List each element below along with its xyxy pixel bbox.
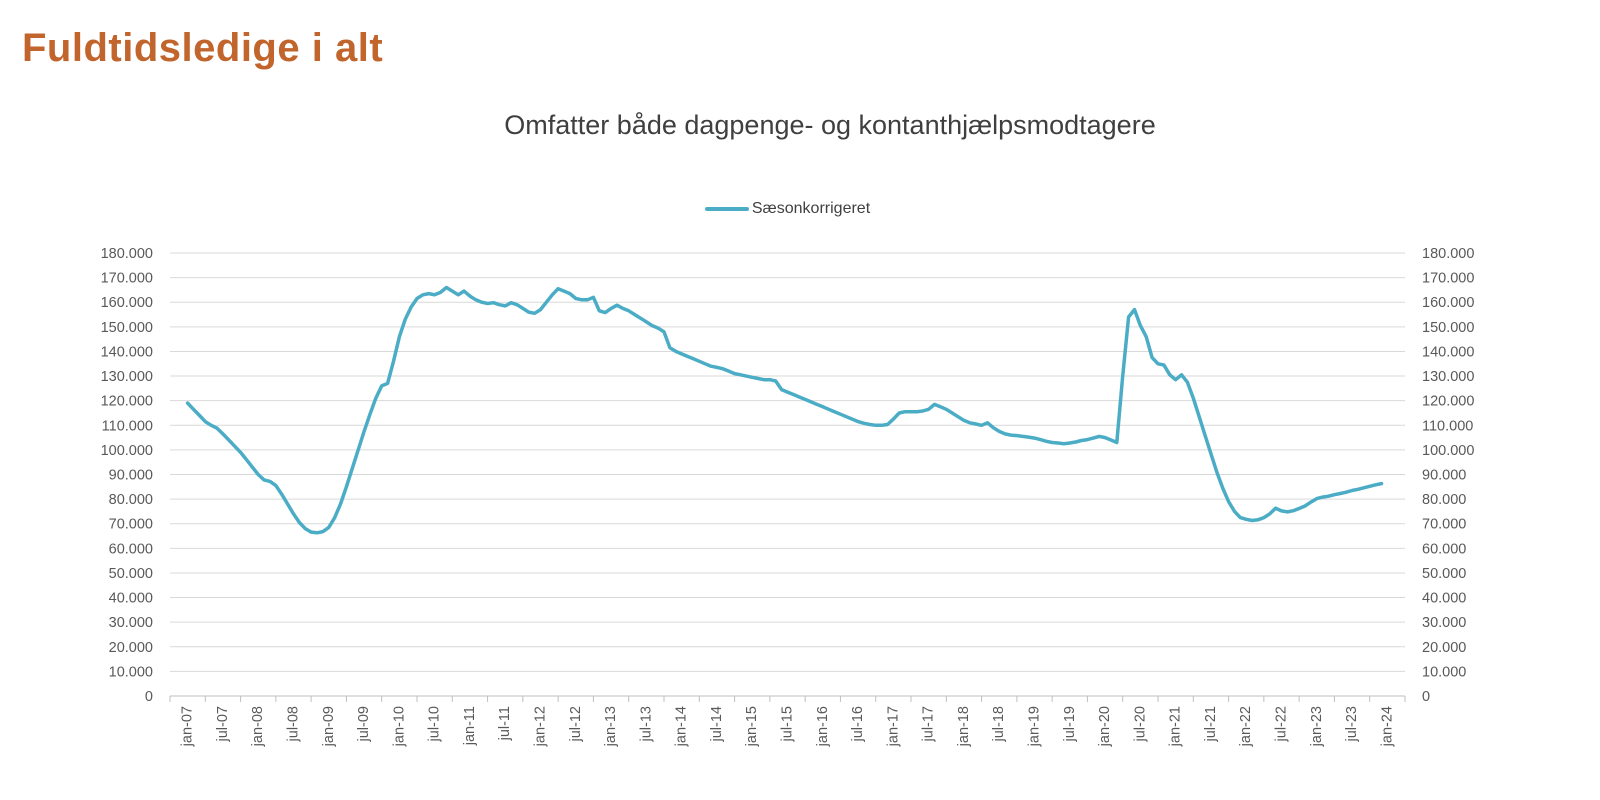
y-axis-label-right: 90.000 [1422, 468, 1466, 484]
y-axis-label-left: 90.000 [109, 468, 153, 484]
x-axis-label: jul-18 [991, 706, 1007, 742]
y-axis-label-left: 20.000 [109, 640, 153, 656]
y-axis-label-left: 140.000 [101, 344, 153, 360]
x-axis-label: jan-11 [462, 706, 478, 746]
x-axis-label: jan-22 [1238, 706, 1254, 747]
series-line-saesonkorrigeret [185, 285, 1384, 535]
x-axis-label: jul-07 [215, 706, 231, 742]
y-axis-label-right: 110.000 [1422, 418, 1473, 434]
legend-line-icon [704, 207, 749, 211]
y-axis-label-right: 70.000 [1422, 517, 1466, 533]
x-axis-label: jul-22 [1274, 706, 1290, 742]
x-axis-label: jan-07 [180, 706, 196, 747]
x-axis-label: jul-14 [709, 706, 725, 742]
x-axis-label: jul-23 [1344, 706, 1360, 742]
x-axis-label: jul-19 [1062, 706, 1078, 742]
y-axis-label-right: 150.000 [1422, 320, 1474, 336]
x-axis-label: jul-20 [1132, 706, 1148, 742]
x-axis-label: jan-14 [674, 706, 690, 747]
x-axis-label: jul-15 [780, 706, 796, 742]
y-axis-label-right: 30.000 [1422, 615, 1466, 631]
y-axis-label-left: 10.000 [109, 664, 153, 680]
x-axis-label: jan-12 [533, 706, 549, 747]
y-axis-label-left: 180.000 [101, 246, 153, 262]
y-axis-label-left: 120.000 [101, 394, 153, 410]
y-axis-label-left: 60.000 [109, 541, 153, 557]
x-axis-label: jul-13 [638, 706, 654, 742]
x-axis-label: jul-11 [497, 706, 513, 741]
x-axis-label: jan-16 [815, 706, 831, 747]
y-axis-label-right: 10.000 [1422, 664, 1466, 680]
x-axis-label: jan-08 [250, 706, 266, 747]
y-axis-label-left: 50.000 [109, 566, 153, 582]
x-axis-label: jan-20 [1097, 706, 1113, 747]
x-axis-label: jan-18 [956, 706, 972, 747]
x-axis-label: jan-15 [744, 706, 760, 747]
x-axis-label: jan-09 [321, 706, 337, 747]
y-axis-label-right: 120.000 [1422, 394, 1474, 410]
x-axis-label: jan-21 [1168, 706, 1184, 747]
y-axis-label-left: 150.000 [101, 320, 153, 336]
chart-title: Omfatter både dagpenge- og kontanthjælps… [504, 110, 1156, 140]
x-axis-label: jul-17 [921, 706, 937, 742]
x-axis-label: jan-24 [1379, 706, 1395, 747]
legend-label: Sæsonkorrigeret [751, 200, 871, 217]
y-axis-label-left: 80.000 [109, 492, 153, 508]
x-axis-label: jul-12 [568, 706, 584, 742]
x-axis-label: jul-21 [1203, 706, 1219, 742]
y-axis-label-right: 100.000 [1422, 443, 1474, 459]
y-axis-label-left: 160.000 [101, 295, 153, 311]
x-axis-label: jul-10 [427, 706, 443, 742]
y-axis-label-left: 70.000 [109, 517, 153, 533]
x-axis-label: jan-10 [391, 706, 407, 747]
y-axis-label-right: 180.000 [1422, 246, 1474, 262]
y-axis-label-right: 60.000 [1422, 541, 1466, 557]
y-axis-label-left: 130.000 [101, 369, 153, 385]
y-axis-label-right: 130.000 [1422, 369, 1474, 385]
chart-legend: Sæsonkorrigeret [170, 198, 1405, 220]
y-axis-label-right: 160.000 [1422, 295, 1474, 311]
x-axis-label: jul-08 [286, 706, 302, 742]
y-axis-label-right: 50.000 [1422, 566, 1466, 582]
x-axis-label: jul-16 [850, 706, 866, 742]
y-axis-label-left: 30.000 [109, 615, 153, 631]
x-axis-label: jan-17 [885, 706, 901, 747]
y-axis-label-left: 0 [145, 689, 153, 705]
x-axis-label: jul-09 [356, 706, 372, 742]
x-axis-label: jan-23 [1309, 706, 1325, 747]
y-axis-label-right: 0 [1422, 689, 1430, 705]
x-axis-label: jan-13 [603, 706, 619, 747]
x-axis-label: jan-19 [1027, 706, 1043, 747]
y-axis-label-left: 110.000 [102, 418, 153, 434]
y-axis-label-right: 140.000 [1422, 344, 1474, 360]
page-title: Fuldtidsledige i alt [22, 26, 384, 70]
y-axis-label-left: 170.000 [101, 271, 153, 287]
y-axis-label-right: 80.000 [1422, 492, 1466, 508]
y-axis-label-right: 40.000 [1422, 591, 1466, 607]
y-axis-label-left: 40.000 [109, 591, 153, 607]
y-axis-label-left: 100.000 [101, 443, 153, 459]
y-axis-label-right: 170.000 [1422, 271, 1474, 287]
y-axis-label-right: 20.000 [1422, 640, 1466, 656]
